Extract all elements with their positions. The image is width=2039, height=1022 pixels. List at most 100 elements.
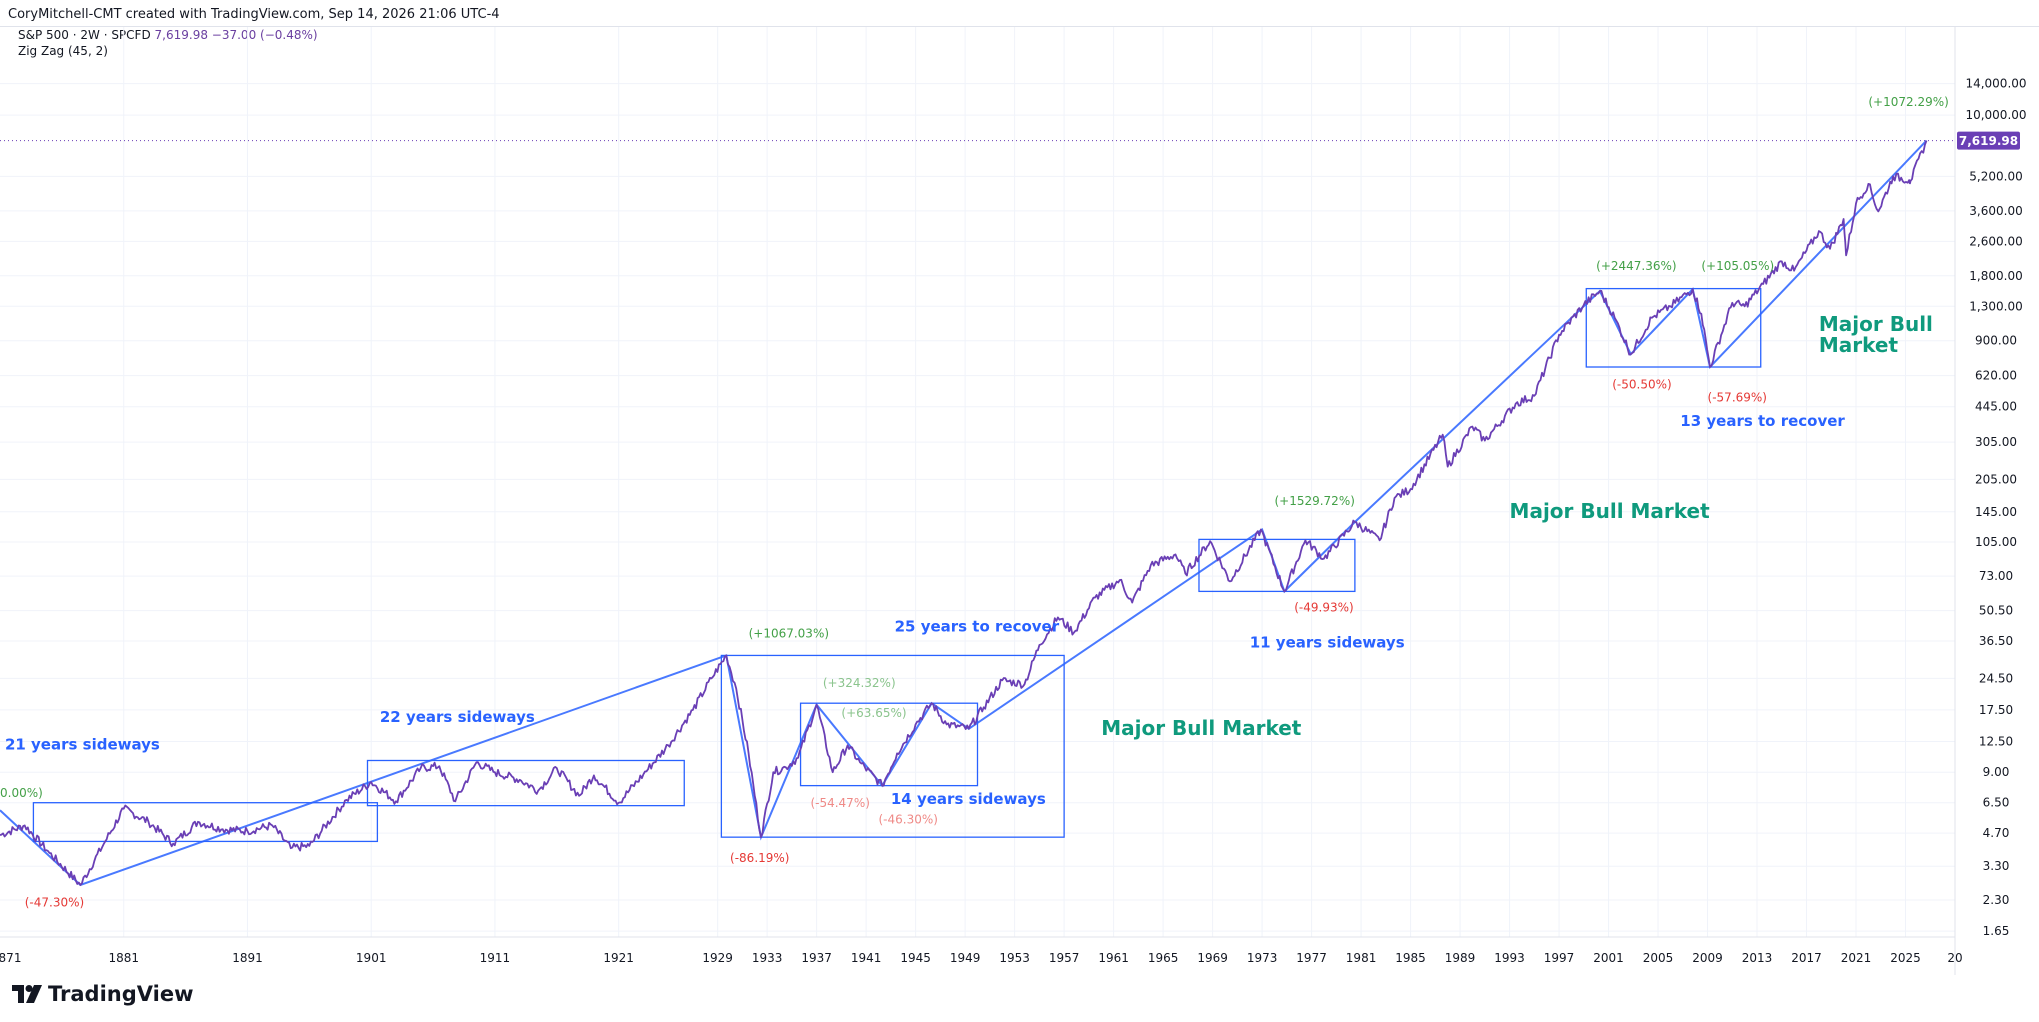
x-tick-label: 1953 [999, 951, 1030, 965]
x-tick-label: 1961 [1098, 951, 1129, 965]
x-tick-label: 1977 [1296, 951, 1327, 965]
x-tick-label: 1973 [1247, 951, 1278, 965]
price-change-value: −37.00 (−0.48%) [211, 28, 318, 42]
annotation-text: Major Bull [1819, 312, 1933, 336]
price-line [0, 140, 1928, 886]
y-tick-label: 9.00 [1983, 765, 2010, 779]
x-tick-label: 2025 [1890, 951, 1921, 965]
y-tick-label: 14,000.00 [1965, 77, 2026, 91]
percent-label: (-46.30%) [879, 813, 938, 827]
annotation-text: Market [1819, 333, 1899, 357]
tradingview-logo-icon [12, 985, 42, 1003]
x-tick-label: 1965 [1148, 951, 1179, 965]
y-tick-label: 105.00 [1975, 535, 2017, 549]
annotation-text: 11 years sideways [1250, 634, 1405, 652]
range-box [720, 654, 1065, 838]
x-tick-label: 1941 [851, 951, 882, 965]
percent-label: (+324.32%) [823, 676, 896, 690]
y-tick-label: 50.50 [1979, 604, 2013, 618]
y-tick-label: 205.00 [1975, 472, 2017, 486]
x-tick-label: 871 [0, 951, 21, 965]
y-tick-label: 1,800.00 [1969, 269, 2022, 283]
percent-label: (-50.50%) [1612, 378, 1671, 392]
annotation-text: 25 years to recover [895, 617, 1060, 635]
x-tick-label: 1901 [356, 951, 387, 965]
price-series [0, 140, 1955, 886]
y-tick-label: 6.50 [1983, 796, 2010, 810]
y-tick-label: 24.50 [1979, 671, 2013, 685]
x-tick-label: 1911 [480, 951, 511, 965]
indicator-legend[interactable]: Zig Zag (45, 2) [18, 44, 108, 58]
zigzag-indicator [0, 139, 1928, 887]
zigzag-line [0, 139, 1928, 887]
x-tick-label: 1993 [1494, 951, 1525, 965]
credit-text: CoryMitchell-CMT created with TradingVie… [8, 7, 500, 22]
y-tick-label: 1,300.00 [1969, 299, 2022, 313]
annotation-text: Major Bull Market [1510, 499, 1711, 523]
y-tick-label: 5,200.00 [1969, 169, 2022, 183]
x-tick-label: 1949 [950, 951, 981, 965]
annotation-text: 14 years sideways [891, 790, 1046, 808]
price-axis[interactable]: 14,000.00 10,000.00 5,200.00 3,600.00 2,600.… [1954, 27, 2027, 975]
range-box [1198, 538, 1356, 593]
x-tick-label: 1891 [232, 951, 263, 965]
annotation-text: 22 years sideways [380, 708, 535, 726]
x-tick-label: 1957 [1049, 951, 1080, 965]
x-tick-label: 1945 [900, 951, 931, 965]
y-tick-label: 445.00 [1975, 400, 2017, 414]
x-tick-label: 1881 [108, 951, 139, 965]
last-price-badge [1957, 131, 2020, 150]
range-boxes [32, 287, 1762, 843]
y-tick-label: 1.65 [1983, 924, 2010, 938]
annotation-text: Major Bull Market [1101, 716, 1302, 740]
x-tick-label: 2017 [1791, 951, 1822, 965]
range-box [32, 802, 379, 843]
percent-label: (-49.93%) [1294, 601, 1353, 615]
x-tick-label: 2013 [1742, 951, 1773, 965]
percent-label: (+1529.72%) [1274, 494, 1354, 508]
percent-label: (+105.05%) [1701, 259, 1774, 273]
y-tick-label: 305.00 [1975, 435, 2017, 449]
percent-label: 0.00%) [0, 786, 43, 800]
percent-label: (+1067.03%) [749, 626, 829, 640]
y-tick-label: 900.00 [1975, 334, 2017, 348]
y-tick-label: 10,000.00 [1965, 108, 2026, 122]
percent-label: (-86.19%) [730, 851, 789, 865]
y-tick-label: 2,600.00 [1969, 234, 2022, 248]
percent-label: (-57.69%) [1708, 391, 1767, 405]
percent-label: (-47.30%) [25, 895, 84, 909]
indicator-name: Zig Zag (45, 2) [18, 44, 108, 58]
x-tick-label: 1929 [702, 951, 733, 965]
y-tick-label: 2.30 [1983, 893, 2010, 907]
symbol-legend[interactable]: S&P 500 · 2W · SPCFD 7,619.98 −37.00 (−0… [18, 28, 318, 42]
x-tick-label: 1989 [1445, 951, 1476, 965]
tradingview-logo-text: TradingView [48, 982, 194, 1006]
chart-header: CoryMitchell-CMT created with TradingVie… [0, 0, 2039, 27]
chart-grid [0, 27, 1956, 937]
y-tick-label: 73.00 [1979, 569, 2013, 583]
x-tick-label: 1921 [603, 951, 634, 965]
percent-labels: (+1072.29%) (+2447.36%) (+105.05%) (+1529.7… [0, 95, 1949, 909]
y-tick-label: 145.00 [1975, 505, 2017, 519]
annotation-text: 21 years sideways [5, 735, 160, 753]
x-tick-label: 20 [1947, 951, 1962, 965]
y-tick-label: 36.50 [1979, 634, 2013, 648]
tradingview-logo[interactable]: TradingView [12, 982, 193, 1006]
time-axis[interactable]: 871 1881 1891 1901 1911 1921 1929 1933 1937 1941 1… [0, 936, 1963, 965]
x-tick-label: 1985 [1395, 951, 1426, 965]
x-tick-label: 1981 [1346, 951, 1377, 965]
x-tick-label: 1969 [1197, 951, 1228, 965]
x-tick-label: 1997 [1544, 951, 1575, 965]
x-tick-label: 2009 [1692, 951, 1723, 965]
range-box [1585, 287, 1762, 368]
text-annotations: 21 years sideways 22 years sideways 25 yea… [5, 312, 1933, 808]
price-chart[interactable]: (+1072.29%) (+2447.36%) (+105.05%) (+1529.7… [0, 27, 2039, 975]
chart-footer [0, 975, 2039, 1022]
percent-label: (+63.65%) [841, 706, 906, 720]
y-tick-label: 4.70 [1983, 826, 2010, 840]
x-tick-label: 1937 [801, 951, 832, 965]
y-tick-label: 3,600.00 [1969, 204, 2022, 218]
annotation-text: 13 years to recover [1680, 412, 1845, 430]
percent-label: (+2447.36%) [1596, 259, 1676, 273]
y-tick-label: 17.50 [1979, 703, 2013, 717]
